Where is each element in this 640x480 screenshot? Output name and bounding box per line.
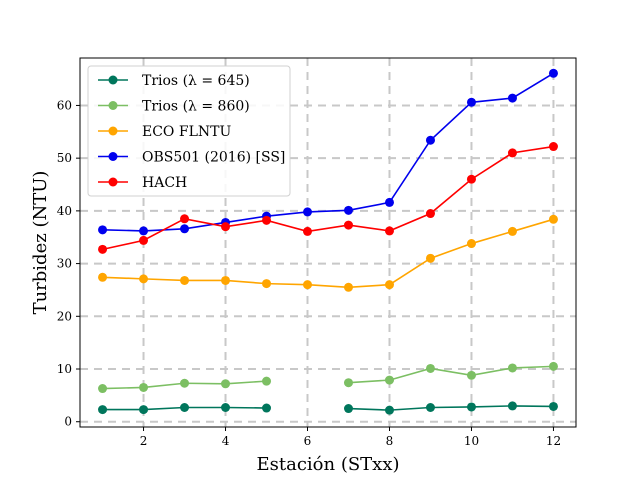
axis-ticks: 2 4 6 8 10 12 0 10 20 30 40 50 60	[57, 98, 561, 448]
series-line	[348, 365, 554, 384]
data-point	[466, 402, 476, 412]
data-point	[548, 214, 558, 224]
y-tick-label: 60	[57, 98, 72, 112]
data-point	[466, 370, 476, 380]
x-tick-label: 2	[140, 434, 148, 448]
legend-marker	[108, 177, 118, 187]
data-point	[139, 226, 149, 236]
data-point	[303, 226, 313, 236]
x-tick-label: 12	[546, 434, 561, 448]
data-point	[384, 226, 394, 236]
legend-label: Trios (λ = 645)	[142, 73, 250, 89]
x-tick-label: 10	[464, 434, 479, 448]
data-point	[425, 135, 435, 145]
data-point	[262, 403, 272, 413]
data-point	[180, 402, 190, 412]
legend: Trios (λ = 645) Trios (λ = 860) ECO FLNTU O…	[87, 65, 291, 197]
data-point	[221, 222, 231, 232]
data-point	[139, 382, 149, 392]
data-point	[343, 282, 353, 292]
data-point	[98, 405, 108, 415]
series-0	[98, 401, 558, 415]
legend-marker	[108, 75, 118, 85]
data-point	[384, 375, 394, 385]
y-tick-label: 10	[57, 362, 72, 376]
data-point	[466, 239, 476, 249]
data-point	[303, 280, 313, 290]
data-point	[507, 148, 517, 158]
data-point	[548, 142, 558, 152]
legend-label: HACH	[142, 175, 187, 191]
y-tick-label: 40	[57, 204, 72, 218]
series-2	[98, 214, 558, 292]
x-tick-label: 6	[304, 434, 312, 448]
data-point	[180, 378, 190, 388]
x-tick-label: 4	[222, 434, 230, 448]
series-line	[102, 72, 554, 232]
x-axis-label: Estación (STxx)	[256, 454, 399, 475]
series-line	[348, 405, 554, 411]
data-point	[548, 401, 558, 411]
data-point	[466, 174, 476, 184]
legend-marker	[108, 101, 118, 110]
data-point	[343, 404, 353, 414]
data-point	[98, 384, 108, 394]
data-point	[384, 405, 394, 415]
series-layer	[98, 68, 558, 415]
legend-marker	[108, 126, 118, 136]
data-point	[384, 280, 394, 290]
legend-label: OBS501 (2016) [SS]	[142, 150, 285, 166]
data-point	[343, 220, 353, 230]
data-point	[180, 275, 190, 285]
data-point	[507, 401, 517, 411]
data-point	[221, 275, 231, 285]
legend-marker	[108, 152, 118, 161]
data-point	[507, 226, 517, 236]
data-point	[507, 363, 517, 373]
series-3	[98, 68, 558, 236]
series-line	[102, 218, 554, 289]
y-tick-label: 20	[57, 309, 72, 323]
data-point	[548, 361, 558, 371]
data-point	[139, 405, 149, 415]
data-point	[139, 274, 149, 284]
data-point	[262, 279, 272, 289]
data-point	[425, 253, 435, 263]
series-4	[98, 142, 558, 254]
data-point	[303, 207, 313, 217]
data-point	[343, 205, 353, 215]
data-point	[262, 215, 272, 225]
data-point	[221, 379, 231, 389]
data-point	[384, 197, 394, 207]
data-point	[221, 402, 231, 412]
y-tick-label: 50	[57, 151, 72, 165]
data-point	[425, 209, 435, 219]
y-axis-label: Turbidez (NTU)	[30, 171, 51, 315]
data-point	[343, 378, 353, 388]
data-point	[180, 224, 190, 234]
data-point	[425, 363, 435, 373]
y-tick-label: 0	[64, 415, 72, 429]
plot-frame	[79, 57, 577, 428]
data-point	[425, 402, 435, 412]
legend-label: Trios (λ = 860)	[142, 99, 250, 115]
data-point	[98, 244, 108, 254]
data-point	[548, 68, 558, 78]
data-point	[98, 272, 108, 282]
data-point	[466, 97, 476, 107]
legend-label: ECO FLNTU	[142, 124, 231, 140]
data-point	[180, 214, 190, 224]
data-point	[139, 235, 149, 245]
legend-box	[87, 65, 291, 197]
data-point	[262, 376, 272, 386]
x-tick-label: 8	[386, 434, 394, 448]
data-point	[98, 225, 108, 235]
series-1	[98, 361, 558, 394]
y-tick-label: 30	[57, 257, 72, 271]
data-point	[507, 93, 517, 103]
series-line	[102, 145, 554, 251]
